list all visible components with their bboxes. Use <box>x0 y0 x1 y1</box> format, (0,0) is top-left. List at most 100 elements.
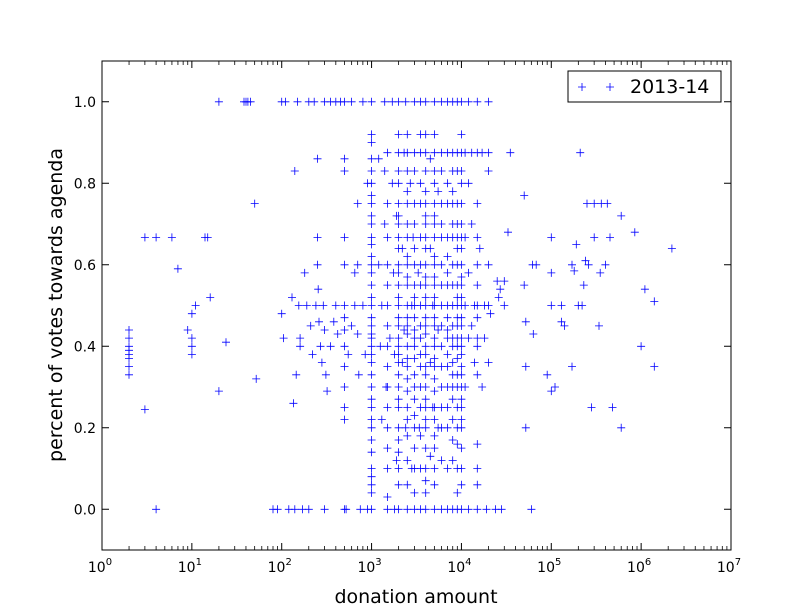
data-point <box>403 167 412 175</box>
data-point <box>367 313 376 322</box>
data-point <box>473 505 482 514</box>
data-point <box>313 260 322 269</box>
data-point <box>421 293 430 302</box>
data-point <box>403 374 412 383</box>
data-point <box>294 301 303 310</box>
data-point <box>421 370 430 379</box>
data-point <box>410 326 419 334</box>
data-point <box>547 233 556 242</box>
data-point <box>457 370 466 379</box>
data-point <box>493 277 502 286</box>
data-point <box>421 273 430 281</box>
data-point <box>406 179 415 188</box>
data-point <box>317 358 326 367</box>
data-point <box>410 313 419 322</box>
data-point <box>306 321 315 330</box>
legend: 2013-14 <box>567 70 722 103</box>
data-point <box>290 167 299 175</box>
data-point <box>443 268 452 277</box>
data-point <box>453 354 462 363</box>
data-point <box>403 148 412 157</box>
data-point <box>410 220 419 228</box>
data-point <box>246 97 255 106</box>
data-point <box>410 411 419 420</box>
data-point <box>448 395 457 404</box>
data-point <box>394 423 403 432</box>
data-point <box>434 187 443 196</box>
data-point <box>331 301 340 310</box>
data-point <box>367 301 376 310</box>
data-point <box>358 301 367 310</box>
data-point <box>394 233 403 242</box>
y-axis: 0.0 0.2 0.4 0.6 0.8 1.0 <box>74 95 731 518</box>
data-point <box>340 97 349 106</box>
data-point <box>410 370 419 379</box>
data-point <box>383 148 392 157</box>
data-point <box>394 179 403 188</box>
data-point <box>383 444 392 453</box>
data-point <box>403 281 412 290</box>
data-point <box>394 370 403 379</box>
data-point <box>214 97 223 106</box>
data-point <box>367 154 376 163</box>
data-point <box>630 228 639 237</box>
data-point <box>453 440 462 449</box>
data-point <box>394 342 403 351</box>
data-point <box>430 97 439 106</box>
y-tick-label: 1.0 <box>74 95 96 111</box>
data-point <box>410 293 419 302</box>
data-point <box>430 444 439 453</box>
data-point <box>140 233 149 242</box>
data-point <box>473 281 482 290</box>
data-point <box>350 301 359 310</box>
data-point <box>457 403 466 412</box>
data-point <box>403 415 412 424</box>
data-point <box>457 199 466 208</box>
data-point <box>568 362 576 371</box>
data-point <box>478 383 487 391</box>
data-point <box>394 301 403 310</box>
data-point <box>430 403 439 412</box>
data-point <box>457 244 466 253</box>
data-point <box>473 464 482 473</box>
x-tick-label: 105 <box>537 557 561 576</box>
data-point <box>486 309 495 318</box>
data-point <box>457 350 466 359</box>
data-point <box>356 505 365 514</box>
data-point <box>367 179 376 188</box>
data-point <box>416 334 425 343</box>
data-point <box>125 354 133 363</box>
data-point <box>608 403 617 412</box>
y-tick-label: 0.8 <box>74 176 96 192</box>
data-point <box>437 260 446 269</box>
data-point <box>650 297 659 306</box>
data-point <box>421 97 430 106</box>
data-point <box>640 285 649 294</box>
data-point <box>310 97 319 106</box>
data-point <box>595 321 603 330</box>
data-point <box>421 476 430 485</box>
data-point <box>457 179 466 188</box>
data-point <box>206 293 215 302</box>
data-point <box>421 321 430 330</box>
data-point <box>383 493 392 501</box>
data-point <box>289 399 298 408</box>
data-point <box>152 233 161 242</box>
data-point <box>403 403 412 412</box>
data-point <box>484 167 493 175</box>
data-point <box>547 268 556 277</box>
data-point <box>443 464 452 473</box>
data-point <box>187 350 196 359</box>
data-point <box>410 244 419 253</box>
data-point <box>484 301 493 310</box>
data-point <box>543 370 552 379</box>
x-tick-label: 106 <box>627 557 651 576</box>
data-point <box>394 383 403 391</box>
data-point <box>281 97 290 106</box>
data-point <box>421 260 430 269</box>
data-point <box>430 362 439 371</box>
data-point <box>426 244 435 253</box>
data-point <box>403 321 412 330</box>
data-point <box>383 403 392 412</box>
data-point <box>421 330 430 338</box>
